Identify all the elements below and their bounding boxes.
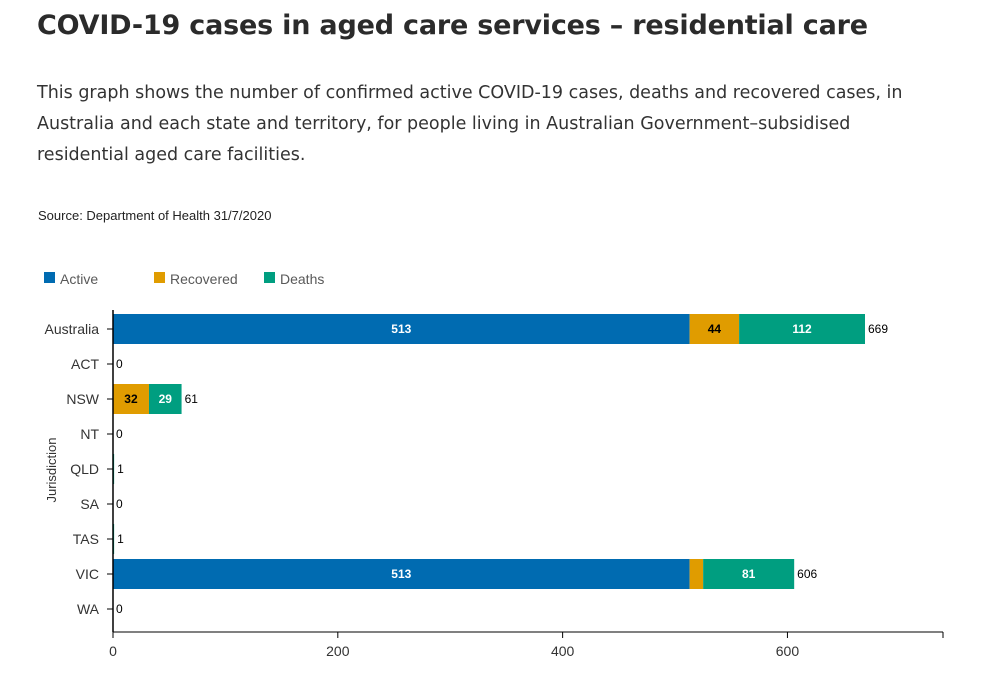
legend-label-recovered: Recovered — [170, 271, 238, 287]
bars-group: 513 44 112 669 0 32 29 61 0 1 0 1 513 81 606 0 — [113, 314, 888, 616]
total-label-wa: 0 — [116, 602, 123, 616]
y-axis: Australia ACT NSW NT QLD SA TAS VIC WA — [45, 310, 114, 632]
bar-recovered-australia — [689, 314, 740, 344]
bar-recovered-vic — [689, 559, 704, 589]
y-tick-label-nsw: NSW — [66, 391, 99, 407]
bar-active-australia — [113, 314, 690, 344]
y-axis-title: Jurisdiction — [44, 437, 59, 502]
x-tick-label-200: 200 — [326, 643, 350, 659]
y-tick-label-tas: TAS — [73, 531, 99, 547]
bar-recovered-nsw — [113, 384, 149, 414]
y-tick-label-nt: NT — [80, 426, 99, 442]
segment-label-deaths-vic: 81 — [742, 567, 756, 581]
segment-label-deaths-australia: 112 — [792, 322, 812, 336]
total-label-sa: 0 — [116, 497, 123, 511]
y-tick-label-act: ACT — [71, 356, 99, 372]
page-title: COVID-19 cases in aged care services – r… — [37, 10, 868, 41]
total-label-tas: 1 — [117, 532, 124, 546]
x-tick-label-400: 400 — [551, 643, 575, 659]
segment-label-recovered-nsw: 32 — [124, 392, 138, 406]
total-label-nt: 0 — [116, 427, 123, 441]
x-tick-label-600: 600 — [776, 643, 800, 659]
chart-description: This graph shows the number of confirmed… — [37, 83, 903, 165]
segment-label-deaths-nsw: 29 — [159, 392, 173, 406]
total-label-vic: 606 — [797, 567, 817, 581]
total-label-act: 0 — [116, 357, 123, 371]
legend-label-active: Active — [60, 271, 98, 287]
y-tick-label-qld: QLD — [70, 461, 99, 477]
legend: Active Recovered Deaths — [44, 271, 324, 287]
legend-swatch-recovered — [154, 272, 165, 283]
x-tick-label-0: 0 — [109, 643, 117, 659]
segment-label-active-vic: 513 — [391, 567, 411, 581]
y-tick-label-sa: SA — [80, 496, 99, 512]
total-label-australia: 669 — [868, 322, 888, 336]
y-tick-label-vic: VIC — [76, 566, 99, 582]
bar-deaths-nsw — [148, 384, 182, 414]
bar-deaths-vic — [703, 559, 795, 589]
segment-label-active-australia: 513 — [391, 322, 411, 336]
x-axis: 0 200 400 600 — [109, 631, 944, 659]
source-note: Source: Department of Health 31/7/2020 — [38, 208, 272, 223]
total-label-nsw: 61 — [185, 392, 199, 406]
legend-swatch-active — [44, 272, 55, 283]
bar-active-vic — [113, 559, 690, 589]
y-tick-label-australia: Australia — [45, 321, 100, 337]
segment-label-recovered-australia: 44 — [708, 322, 722, 336]
bar-deaths-australia — [739, 314, 865, 344]
y-tick-label-wa: WA — [77, 601, 100, 617]
total-label-qld: 1 — [117, 462, 124, 476]
legend-swatch-deaths — [264, 272, 275, 283]
legend-label-deaths: Deaths — [280, 271, 324, 287]
